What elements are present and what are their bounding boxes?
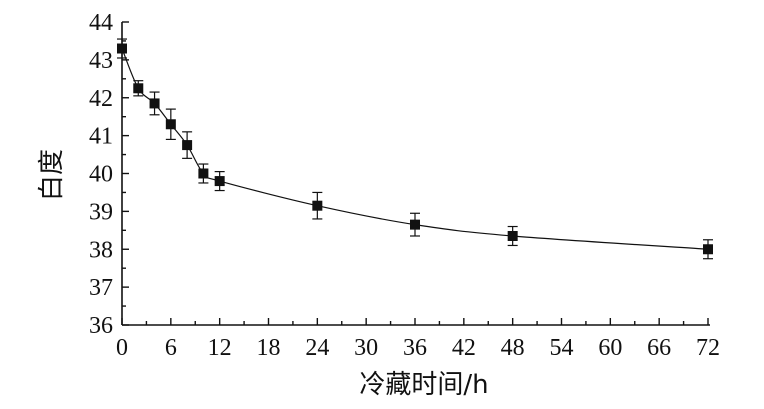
x-tick-label: 36: [403, 335, 427, 361]
x-tick-label: 54: [550, 335, 574, 361]
x-tick-label: 72: [696, 335, 720, 361]
x-tick-label: 24: [305, 335, 329, 361]
x-tick-label: 18: [257, 335, 281, 361]
y-tick-label: 44: [89, 10, 113, 36]
x-tick-label: 12: [208, 335, 232, 361]
x-tick-label: 60: [598, 335, 622, 361]
y-tick-label: 42: [89, 86, 113, 112]
x-tick-label: 66: [647, 335, 671, 361]
y-tick-label: 37: [89, 275, 113, 301]
x-tick-label: 30: [354, 335, 378, 361]
y-tick-label: 43: [89, 48, 113, 74]
data-point-marker: [133, 83, 144, 94]
data-point-marker: [198, 168, 209, 179]
x-tick-label: 48: [501, 335, 525, 361]
data-point-marker: [703, 244, 713, 255]
x-tick-label: 0: [116, 335, 128, 361]
data-point-marker: [182, 140, 193, 151]
y-tick-label: 39: [89, 199, 113, 225]
y-tick-label: 38: [89, 237, 113, 263]
y-tick-label: 41: [89, 124, 113, 150]
y-axis-title: 白度: [37, 149, 67, 201]
data-point-marker: [214, 176, 225, 187]
data-point-marker: [507, 230, 518, 241]
data-point-marker: [410, 219, 420, 230]
data-point-marker: [165, 119, 176, 130]
data-point-marker: [312, 200, 323, 211]
markers-group: [117, 43, 713, 255]
axes: 0 6 12 18 24 30 36 42 48 54 60 66 72 36 37 38 39 40 41 42 43…: [89, 10, 720, 361]
y-tick-label: 40: [89, 162, 113, 188]
data-point-marker: [117, 43, 127, 54]
x-tick-label: 42: [452, 335, 476, 361]
x-tick-label: 6: [165, 335, 177, 361]
y-tick-label: 36: [89, 313, 113, 339]
data-point-marker: [149, 98, 160, 109]
x-axis-title: 冷藏时间/h: [359, 370, 488, 400]
